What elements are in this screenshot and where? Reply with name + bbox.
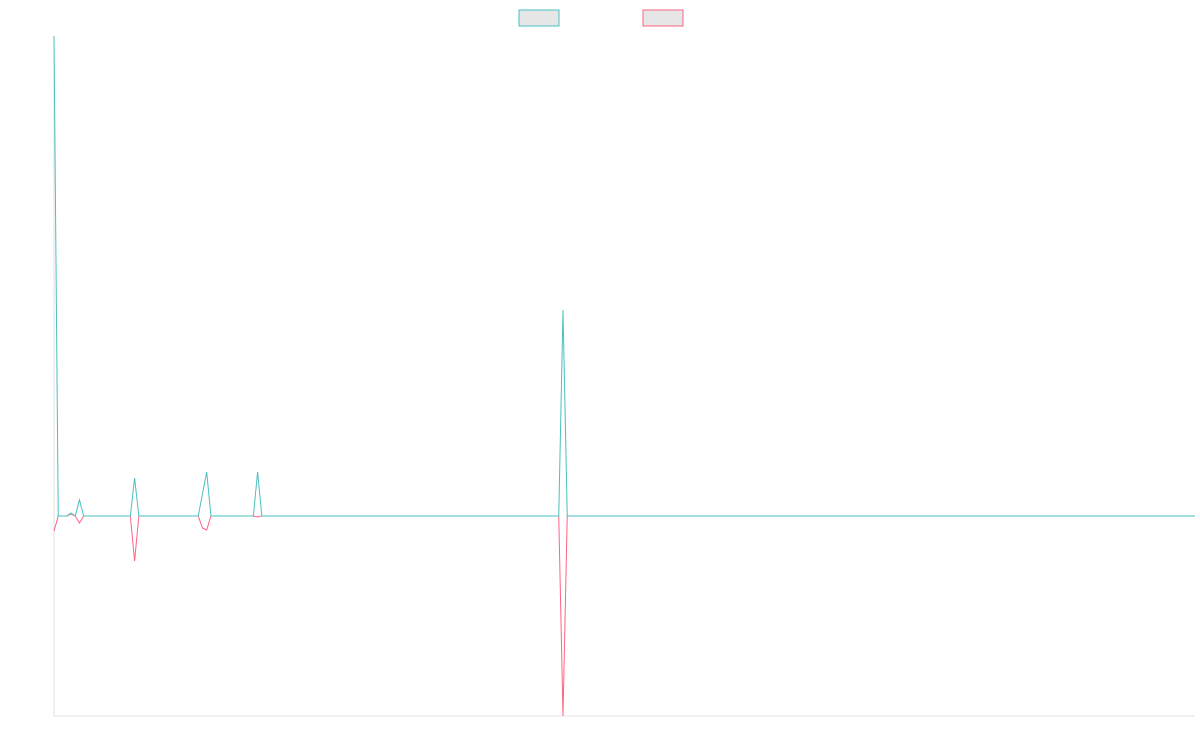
- legend-swatch: [642, 9, 684, 27]
- series-line: [53, 35, 1195, 517]
- legend-swatch: [518, 9, 560, 27]
- series-line: [53, 513, 1195, 717]
